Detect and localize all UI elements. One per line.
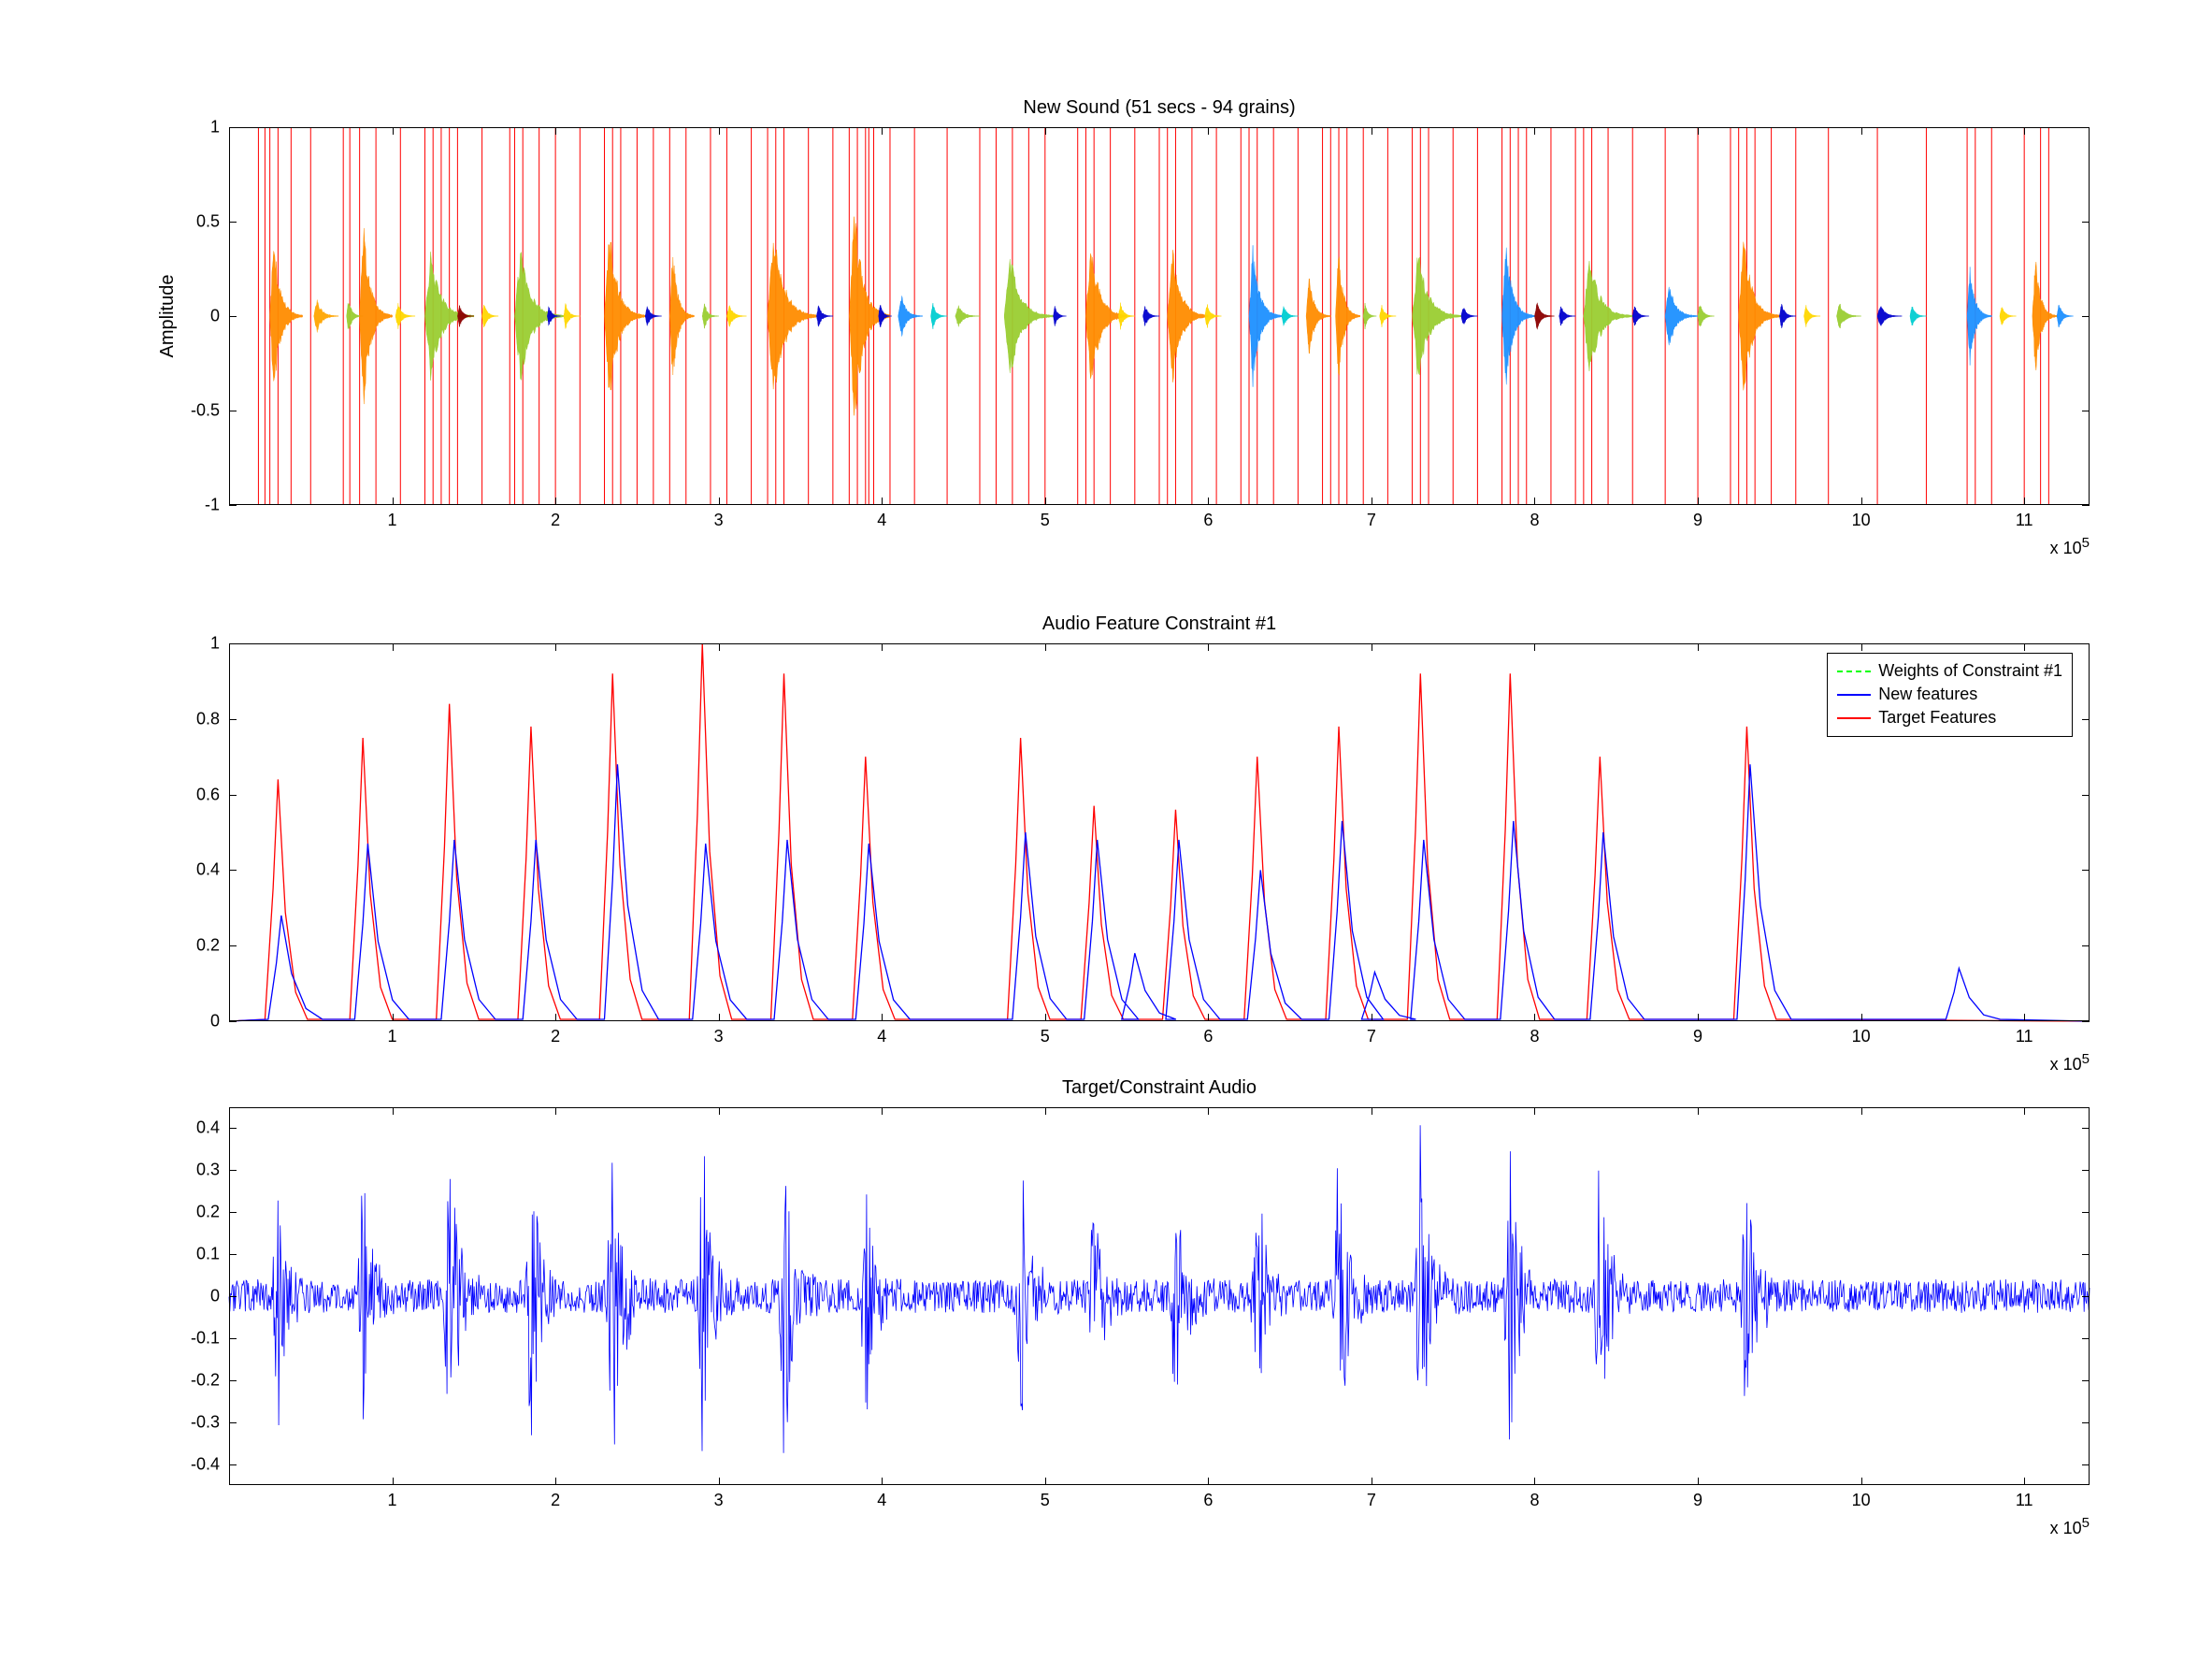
ytick-label: -0.2 [191, 1370, 220, 1390]
ytick-label: 0.6 [196, 785, 220, 804]
ytick-label: 0.2 [196, 1203, 220, 1222]
bot-axes-box [229, 1107, 2090, 1485]
ytick-label: 0.4 [196, 1118, 220, 1138]
xtick-label: 1 [388, 1027, 397, 1046]
ytick-label: -0.4 [191, 1454, 220, 1474]
ytick-label: 1 [210, 118, 220, 137]
xtick-label: 9 [1693, 1027, 1702, 1046]
xtick-label: 8 [1530, 511, 1539, 530]
xtick-label: 7 [1367, 1491, 1376, 1510]
ytick-label: 0 [210, 1012, 220, 1031]
figure: New Sound (51 secs - 94 grains) Amplitud… [0, 0, 2212, 1659]
bot-title: Target/Constraint Audio [229, 1077, 2090, 1099]
xtick-label: 7 [1367, 1027, 1376, 1046]
ytick-label: -0.5 [191, 401, 220, 421]
xtick-label: 10 [1852, 511, 1871, 530]
xtick-label: 11 [2016, 1491, 2033, 1510]
ytick-label: -0.3 [191, 1412, 220, 1432]
xtick-label: 4 [877, 1491, 886, 1510]
xtick-label: 3 [714, 1491, 724, 1510]
legend-item: New features [1837, 683, 2062, 706]
subplot-feature-constraint: Audio Feature Constraint #1 Weights of C… [229, 643, 2090, 1021]
xtick-label: 8 [1530, 1027, 1539, 1046]
ytick-label: 1 [210, 634, 220, 654]
xtick-label: 11 [2016, 511, 2033, 530]
xtick-label: 8 [1530, 1491, 1539, 1510]
subplot-target-audio: Target/Constraint Audio x 105 1234567891… [229, 1107, 2090, 1485]
top-axes-box [229, 127, 2090, 505]
ytick-label: 0.4 [196, 860, 220, 880]
legend-label: Target Features [1878, 706, 1996, 729]
legend-item: Target Features [1837, 706, 2062, 729]
legend-label: Weights of Constraint #1 [1878, 659, 2062, 683]
xtick-label: 11 [2016, 1027, 2033, 1046]
ytick-label: 0.1 [196, 1245, 220, 1264]
xtick-label: 5 [1041, 511, 1050, 530]
xtick-label: 10 [1852, 1491, 1871, 1510]
ytick-label: 0.8 [196, 709, 220, 729]
ytick-label: 0 [210, 1287, 220, 1306]
xtick-label: 5 [1041, 1491, 1050, 1510]
legend-swatch [1837, 717, 1871, 719]
xtick-label: 2 [551, 511, 560, 530]
legend-label: New features [1878, 683, 1977, 706]
ytick-label: 0 [210, 307, 220, 326]
xtick-label: 6 [1203, 1027, 1213, 1046]
xtick-label: 9 [1693, 511, 1702, 530]
bot-x-exponent: x 105 [2050, 1515, 2090, 1538]
top-title: New Sound (51 secs - 94 grains) [229, 97, 2090, 119]
top-ylabel: Amplitude [157, 275, 179, 358]
xtick-label: 6 [1203, 1491, 1213, 1510]
xtick-label: 2 [551, 1027, 560, 1046]
ytick-label: -1 [205, 496, 220, 515]
legend-swatch [1837, 671, 1871, 672]
top-x-exponent: x 105 [2050, 535, 2090, 558]
xtick-label: 6 [1203, 511, 1213, 530]
xtick-label: 4 [877, 1027, 886, 1046]
xtick-label: 1 [388, 511, 397, 530]
ytick-label: -0.1 [191, 1328, 220, 1348]
xtick-label: 2 [551, 1491, 560, 1510]
mid-title: Audio Feature Constraint #1 [229, 613, 2090, 635]
xtick-label: 7 [1367, 511, 1376, 530]
xtick-label: 1 [388, 1491, 397, 1510]
legend-swatch [1837, 694, 1871, 696]
xtick-label: 10 [1852, 1027, 1871, 1046]
xtick-label: 4 [877, 511, 886, 530]
ytick-label: 0.3 [196, 1161, 220, 1180]
xtick-label: 5 [1041, 1027, 1050, 1046]
mid-x-exponent: x 105 [2050, 1051, 2090, 1075]
xtick-label: 3 [714, 1027, 724, 1046]
xtick-label: 9 [1693, 1491, 1702, 1510]
legend-item: Weights of Constraint #1 [1837, 659, 2062, 683]
legend: Weights of Constraint #1New featuresTarg… [1827, 653, 2073, 737]
subplot-new-sound: New Sound (51 secs - 94 grains) Amplitud… [229, 127, 2090, 505]
ytick-label: 0.5 [196, 212, 220, 232]
mid-axes-box [229, 643, 2090, 1021]
ytick-label: 0.2 [196, 936, 220, 956]
xtick-label: 3 [714, 511, 724, 530]
